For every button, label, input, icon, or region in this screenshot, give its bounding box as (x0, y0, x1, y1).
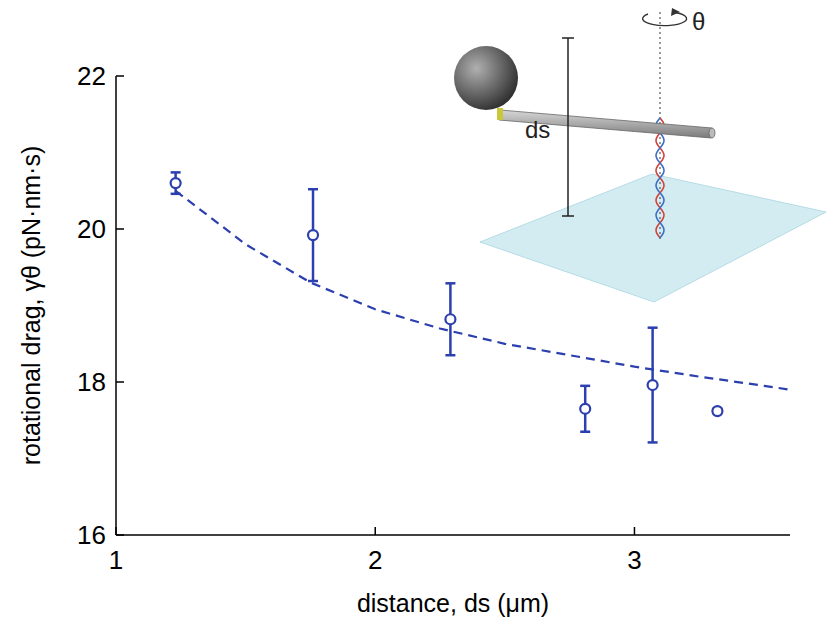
y-tick-label: 16 (77, 520, 106, 550)
dna-strand (656, 118, 664, 238)
inset-schematic: θ ds (454, 8, 826, 302)
theta-label: θ (692, 8, 705, 35)
y-tick (116, 534, 124, 536)
error-cap (580, 385, 590, 388)
y-tick-label: 18 (77, 367, 106, 397)
bracket-cap (562, 37, 574, 39)
y-tick-label: 20 (77, 214, 106, 244)
data-point (308, 230, 318, 240)
data-point (580, 404, 590, 414)
axes: 16 18 20 22 1 2 3 (77, 61, 790, 575)
data-point (648, 380, 658, 390)
error-cap (580, 430, 590, 433)
data-point (712, 406, 722, 416)
distance-bracket (567, 38, 569, 216)
y-axis (115, 76, 117, 535)
error-cap (445, 354, 455, 357)
x-tick-label: 1 (109, 545, 123, 575)
bracket-cap (562, 215, 574, 217)
arrow-head (671, 8, 680, 16)
error-cap (445, 282, 455, 285)
x-tick (634, 527, 636, 535)
data-point (171, 178, 181, 188)
error-cap (648, 326, 658, 329)
rod-tip (497, 108, 503, 120)
x-tick (374, 527, 376, 535)
x-tick-label: 3 (627, 545, 641, 575)
error-cap (308, 280, 318, 283)
x-axis (116, 534, 790, 536)
chart: θ ds 16 18 20 22 1 2 3 distance, ds (μm) rotationa… (0, 0, 832, 629)
dna-strand (656, 118, 664, 238)
y-tick (116, 381, 124, 383)
bead (454, 46, 518, 110)
distance-label: ds (525, 116, 550, 143)
x-tick (115, 527, 117, 535)
surface (480, 174, 826, 302)
y-tick (116, 75, 124, 77)
plot-area (171, 172, 790, 442)
x-tick-label: 2 (368, 545, 382, 575)
fit-line (176, 191, 790, 390)
error-cap (171, 171, 181, 174)
error-cap (308, 188, 318, 191)
y-tick (116, 228, 124, 230)
error-cap (648, 441, 658, 444)
y-tick-label: 22 (77, 61, 106, 91)
rod-end (709, 128, 715, 138)
data-point (445, 314, 455, 324)
y-axis-title: rotational drag, γθ (pN·nm·s) (17, 146, 45, 466)
rotation-arrow (643, 12, 687, 26)
x-axis-title: distance, ds (μm) (357, 589, 549, 617)
